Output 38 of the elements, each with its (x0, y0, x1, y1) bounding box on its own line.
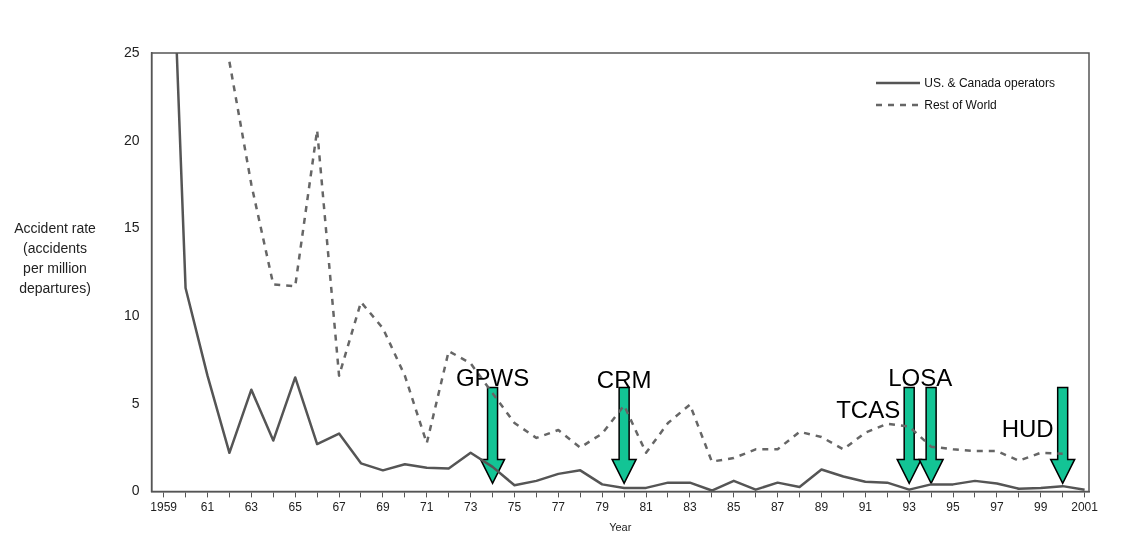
x-tick-label: 61 (200, 499, 215, 514)
x-tick-label: 95 (946, 499, 961, 514)
y-tick-label: 25 (123, 43, 140, 60)
x-tick-label: 93 (902, 499, 917, 514)
x-tick-label: 63 (244, 499, 259, 514)
x-tick-label: 69 (376, 499, 390, 514)
y-tick-label: 0 (131, 482, 140, 499)
annotation: TCAS (836, 396, 901, 424)
legend-label: Rest of World (924, 97, 997, 114)
annotation: CRM (596, 366, 652, 394)
x-tick-label: 73 (463, 499, 478, 514)
x-tick-label: 99 (1034, 499, 1048, 514)
x-tick-label: 87 (770, 499, 785, 514)
x-tick-label: 75 (507, 499, 522, 514)
x-tick-label: 81 (639, 499, 654, 514)
x-tick-label: 71 (420, 499, 434, 514)
x-tick-label: 1959 (150, 499, 178, 514)
x-tick-label: 85 (727, 499, 741, 514)
y-tick-label: 10 (123, 306, 140, 323)
x-tick-label: 91 (858, 499, 873, 514)
annotation: GPWS (455, 364, 530, 392)
annotation: LOSA (888, 364, 953, 392)
x-tick-label: 67 (332, 499, 347, 514)
x-tick-label: 2001 (1071, 499, 1099, 514)
y-tick-label: 20 (123, 131, 140, 148)
legend-label: US. & Canada operators (924, 75, 1055, 92)
x-tick-label: 79 (595, 499, 610, 514)
y-tick-label: 15 (123, 219, 140, 236)
x-tick-label: 65 (288, 499, 303, 514)
x-axis-title: Year (609, 521, 632, 534)
x-tick-label: 77 (551, 499, 566, 514)
y-tick-label: 5 (131, 394, 140, 411)
x-tick-label: 83 (683, 499, 697, 514)
x-tick-label: 97 (990, 499, 1004, 514)
line-series (228, 60, 1064, 463)
y-axis-title: Accident rate (accidents per million departures) (13, 219, 97, 298)
annotation: HUD (1001, 415, 1054, 443)
x-tick-label: 89 (814, 499, 829, 514)
